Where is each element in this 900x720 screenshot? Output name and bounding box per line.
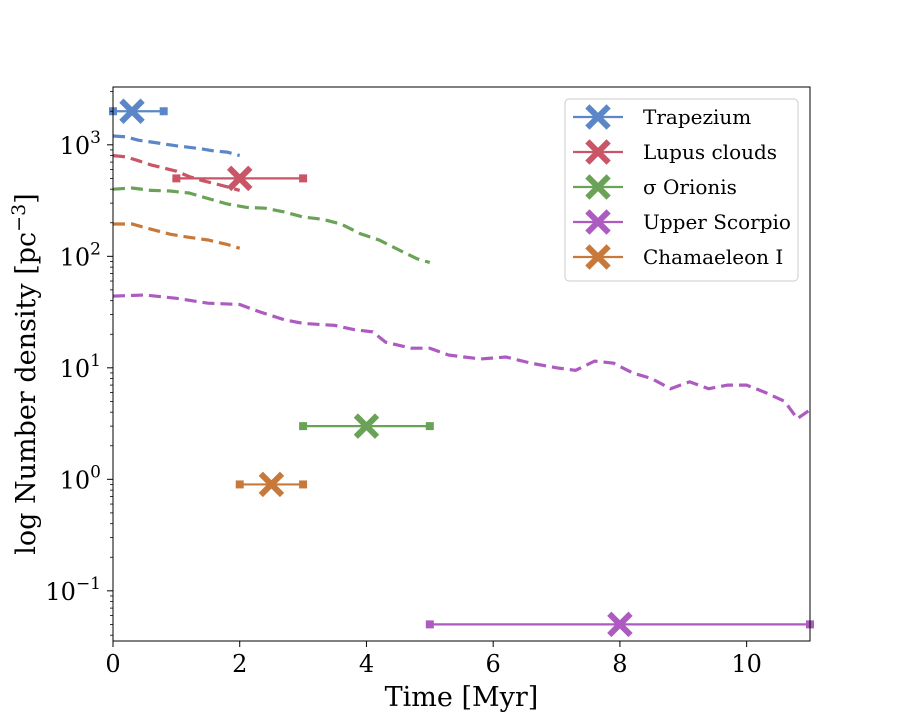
point-group-chamaeleon-i: [235, 471, 308, 498]
curve-lupus-clouds: [113, 154, 241, 192]
marker-orionis: [353, 413, 380, 439]
curve-orionis: [113, 186, 431, 265]
x-tick-label: 10: [731, 650, 762, 678]
x-tick-label: 0: [105, 650, 120, 678]
x-tick-label: 8: [612, 650, 627, 678]
errorbar-cap-right-trapezium: [159, 107, 168, 116]
y-axis: 10−1 100 101 102 103: [45, 91, 113, 636]
legend-label-orionis: σ Orionis: [643, 175, 737, 199]
errorbar-cap-left-orionis: [299, 422, 308, 431]
marker-upper-scorpio: [607, 611, 633, 638]
legend-marker-trapezium: [585, 104, 611, 130]
x-tick-label: 6: [486, 650, 501, 678]
errorbar-cap-left-upper-scorpio: [425, 620, 434, 629]
curve-trapezium: [113, 134, 241, 158]
legend-label-lupus-clouds: Lupus clouds: [643, 140, 777, 164]
x-axis-label: Time [Myr]: [385, 682, 539, 713]
errorbar-cap-right-lupus-clouds: [299, 174, 308, 183]
errorbar-cap-right-chamaeleon-i: [299, 480, 308, 489]
legend-marker-orionis: [585, 174, 611, 200]
point-group-trapezium: [109, 98, 168, 124]
legend-label-upper-scorpio: Upper Scorpio: [643, 210, 791, 234]
curve-upper-scorpio: [113, 293, 810, 421]
legend-label-chamaeleon-i: Chamaeleon I: [643, 245, 783, 269]
legend-label-trapezium: Trapezium: [643, 105, 751, 129]
errorbar-cap-left-chamaeleon-i: [235, 480, 244, 489]
marker-trapezium: [119, 98, 145, 124]
legend-marker-upper-scorpio: [585, 209, 611, 235]
x-tick-label: 2: [232, 650, 247, 678]
point-group-orionis: [299, 413, 434, 439]
plot-frame: [112, 86, 811, 642]
y-tick-label: 102: [60, 239, 101, 271]
errorbar-cap-left-lupus-clouds: [172, 174, 181, 183]
curve-chamaeleon-i: [113, 222, 241, 250]
errorbar-cap-right-orionis: [425, 422, 434, 431]
x-tick-label: 4: [359, 650, 374, 678]
legend: Trapezium Lupus clouds σ Orionis Upper Scor…: [564, 98, 799, 282]
y-tick-label: 101: [60, 351, 101, 383]
legend-marker-lupus-clouds: [585, 139, 611, 165]
x-axis: 0 2 4 6 8 10: [105, 641, 762, 678]
marker-lupus-clouds: [226, 165, 253, 192]
point-group-lupus-clouds: [172, 165, 308, 192]
legend-box: [564, 98, 799, 282]
point-group-upper-scorpio: [425, 611, 814, 638]
model-curves: [113, 134, 810, 421]
legend-marker-chamaeleon-i: [585, 244, 611, 270]
y-tick-label: 103: [60, 128, 101, 160]
marker-chamaeleon-i: [258, 471, 285, 498]
y-tick-label: 10−1: [45, 574, 101, 606]
y-tick-label: 100: [60, 462, 101, 494]
y-axis-label: log Number density [pc−3]: [8, 193, 42, 554]
